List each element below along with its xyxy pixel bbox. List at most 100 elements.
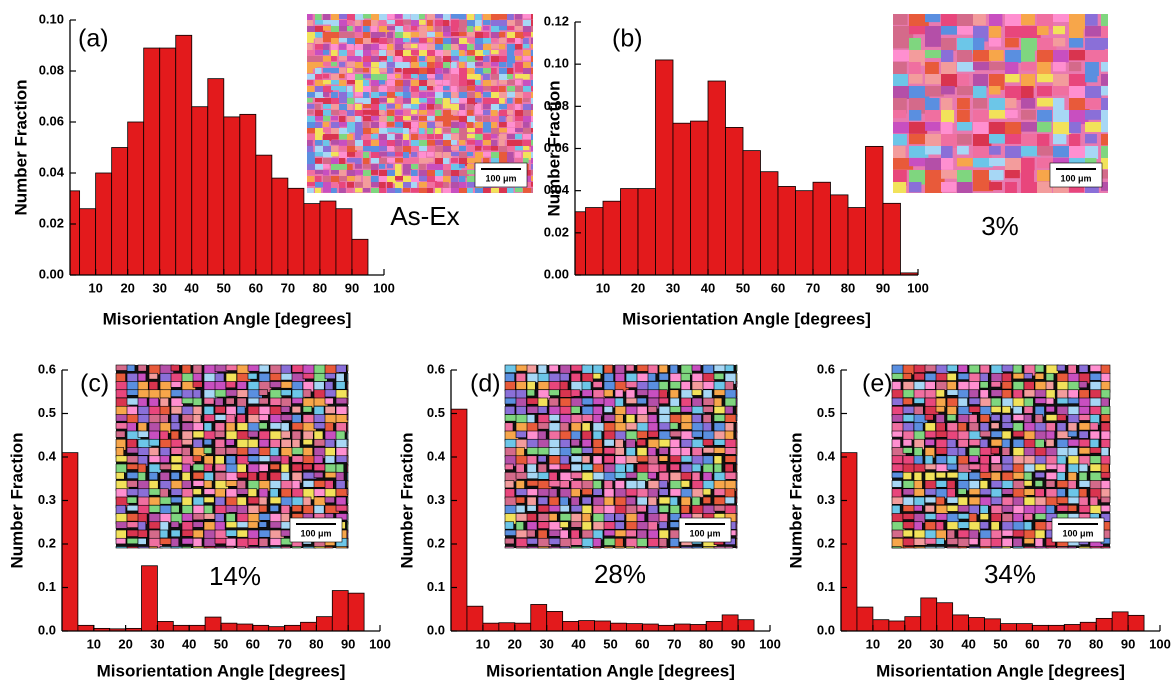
grain <box>226 398 234 404</box>
grain <box>991 398 1001 406</box>
grain <box>323 56 332 62</box>
grain <box>419 74 428 80</box>
grain <box>903 415 915 422</box>
grain <box>303 439 313 445</box>
grain <box>403 176 412 183</box>
grain <box>270 456 282 462</box>
grain <box>499 62 506 67</box>
grain <box>1005 110 1018 118</box>
grain <box>725 406 733 414</box>
grain <box>980 365 990 373</box>
grain <box>395 26 403 33</box>
grain <box>270 481 281 489</box>
grain <box>339 74 345 78</box>
grain <box>980 522 989 529</box>
grain <box>171 382 181 388</box>
grain <box>315 182 323 187</box>
grain <box>443 74 450 81</box>
grain <box>435 158 443 165</box>
grain <box>363 164 372 169</box>
grain <box>957 62 975 72</box>
grain <box>1085 74 1097 82</box>
bar <box>301 622 317 631</box>
grain <box>281 373 293 380</box>
grain <box>973 50 991 61</box>
grain <box>648 406 657 412</box>
x-tick-label: 80 <box>1089 636 1103 651</box>
bar <box>62 453 78 631</box>
grain <box>714 456 722 464</box>
grain <box>387 152 395 156</box>
grain <box>281 390 291 396</box>
grain <box>270 439 280 447</box>
grain <box>116 472 124 479</box>
grain <box>736 472 737 481</box>
grain <box>379 116 388 122</box>
grain <box>127 390 139 396</box>
grain <box>483 62 490 69</box>
grain <box>451 44 458 50</box>
grain <box>451 62 457 68</box>
bar <box>160 48 176 275</box>
grain <box>681 448 690 457</box>
grain <box>936 538 944 544</box>
x-axis-label: Misorientation Angle [degrees] <box>876 661 1125 680</box>
bar <box>738 620 754 631</box>
y-tick-label: 0.08 <box>39 62 64 77</box>
grain <box>303 456 315 464</box>
grain <box>637 382 649 390</box>
bar <box>611 623 627 631</box>
grain <box>182 522 193 531</box>
grain <box>204 415 215 422</box>
bar <box>285 625 301 631</box>
grain <box>941 38 956 51</box>
grain <box>925 146 944 155</box>
grain <box>323 68 331 73</box>
grain <box>1046 373 1054 380</box>
grain <box>149 448 159 457</box>
grain <box>379 74 387 81</box>
grain <box>303 406 312 412</box>
grain <box>149 373 158 379</box>
grain <box>523 44 529 48</box>
grain <box>323 50 329 55</box>
grain <box>403 128 409 134</box>
grain <box>314 547 325 549</box>
grain <box>626 472 637 478</box>
grain <box>670 514 680 521</box>
grain <box>459 146 466 151</box>
x-tick-label: 100 <box>369 636 391 651</box>
grain <box>527 448 539 455</box>
grain <box>659 390 667 398</box>
grain <box>403 140 409 146</box>
grain <box>325 439 335 447</box>
x-tick-label: 30 <box>150 636 164 651</box>
grain <box>505 530 517 536</box>
grain <box>1035 390 1047 397</box>
grain <box>387 128 395 132</box>
grain <box>248 439 258 448</box>
grain <box>475 26 481 31</box>
grain <box>411 122 418 128</box>
grain <box>582 398 593 405</box>
grain <box>315 32 322 38</box>
grain <box>149 472 158 480</box>
grain <box>593 497 605 506</box>
grain <box>363 20 372 26</box>
grain <box>637 373 649 381</box>
x-axis-label: Misorientation Angle [degrees] <box>97 661 346 680</box>
x-tick-label: 10 <box>866 636 880 651</box>
bar <box>142 566 158 631</box>
grain <box>725 547 733 549</box>
grain <box>363 56 372 63</box>
panel-label: (d) <box>470 370 501 398</box>
grain <box>347 547 348 549</box>
grain <box>925 497 936 503</box>
grain <box>443 80 450 85</box>
grain <box>973 134 991 148</box>
grain <box>347 406 348 414</box>
grain <box>499 98 505 104</box>
grain <box>435 26 442 32</box>
grain <box>371 140 380 146</box>
grain <box>582 373 593 382</box>
